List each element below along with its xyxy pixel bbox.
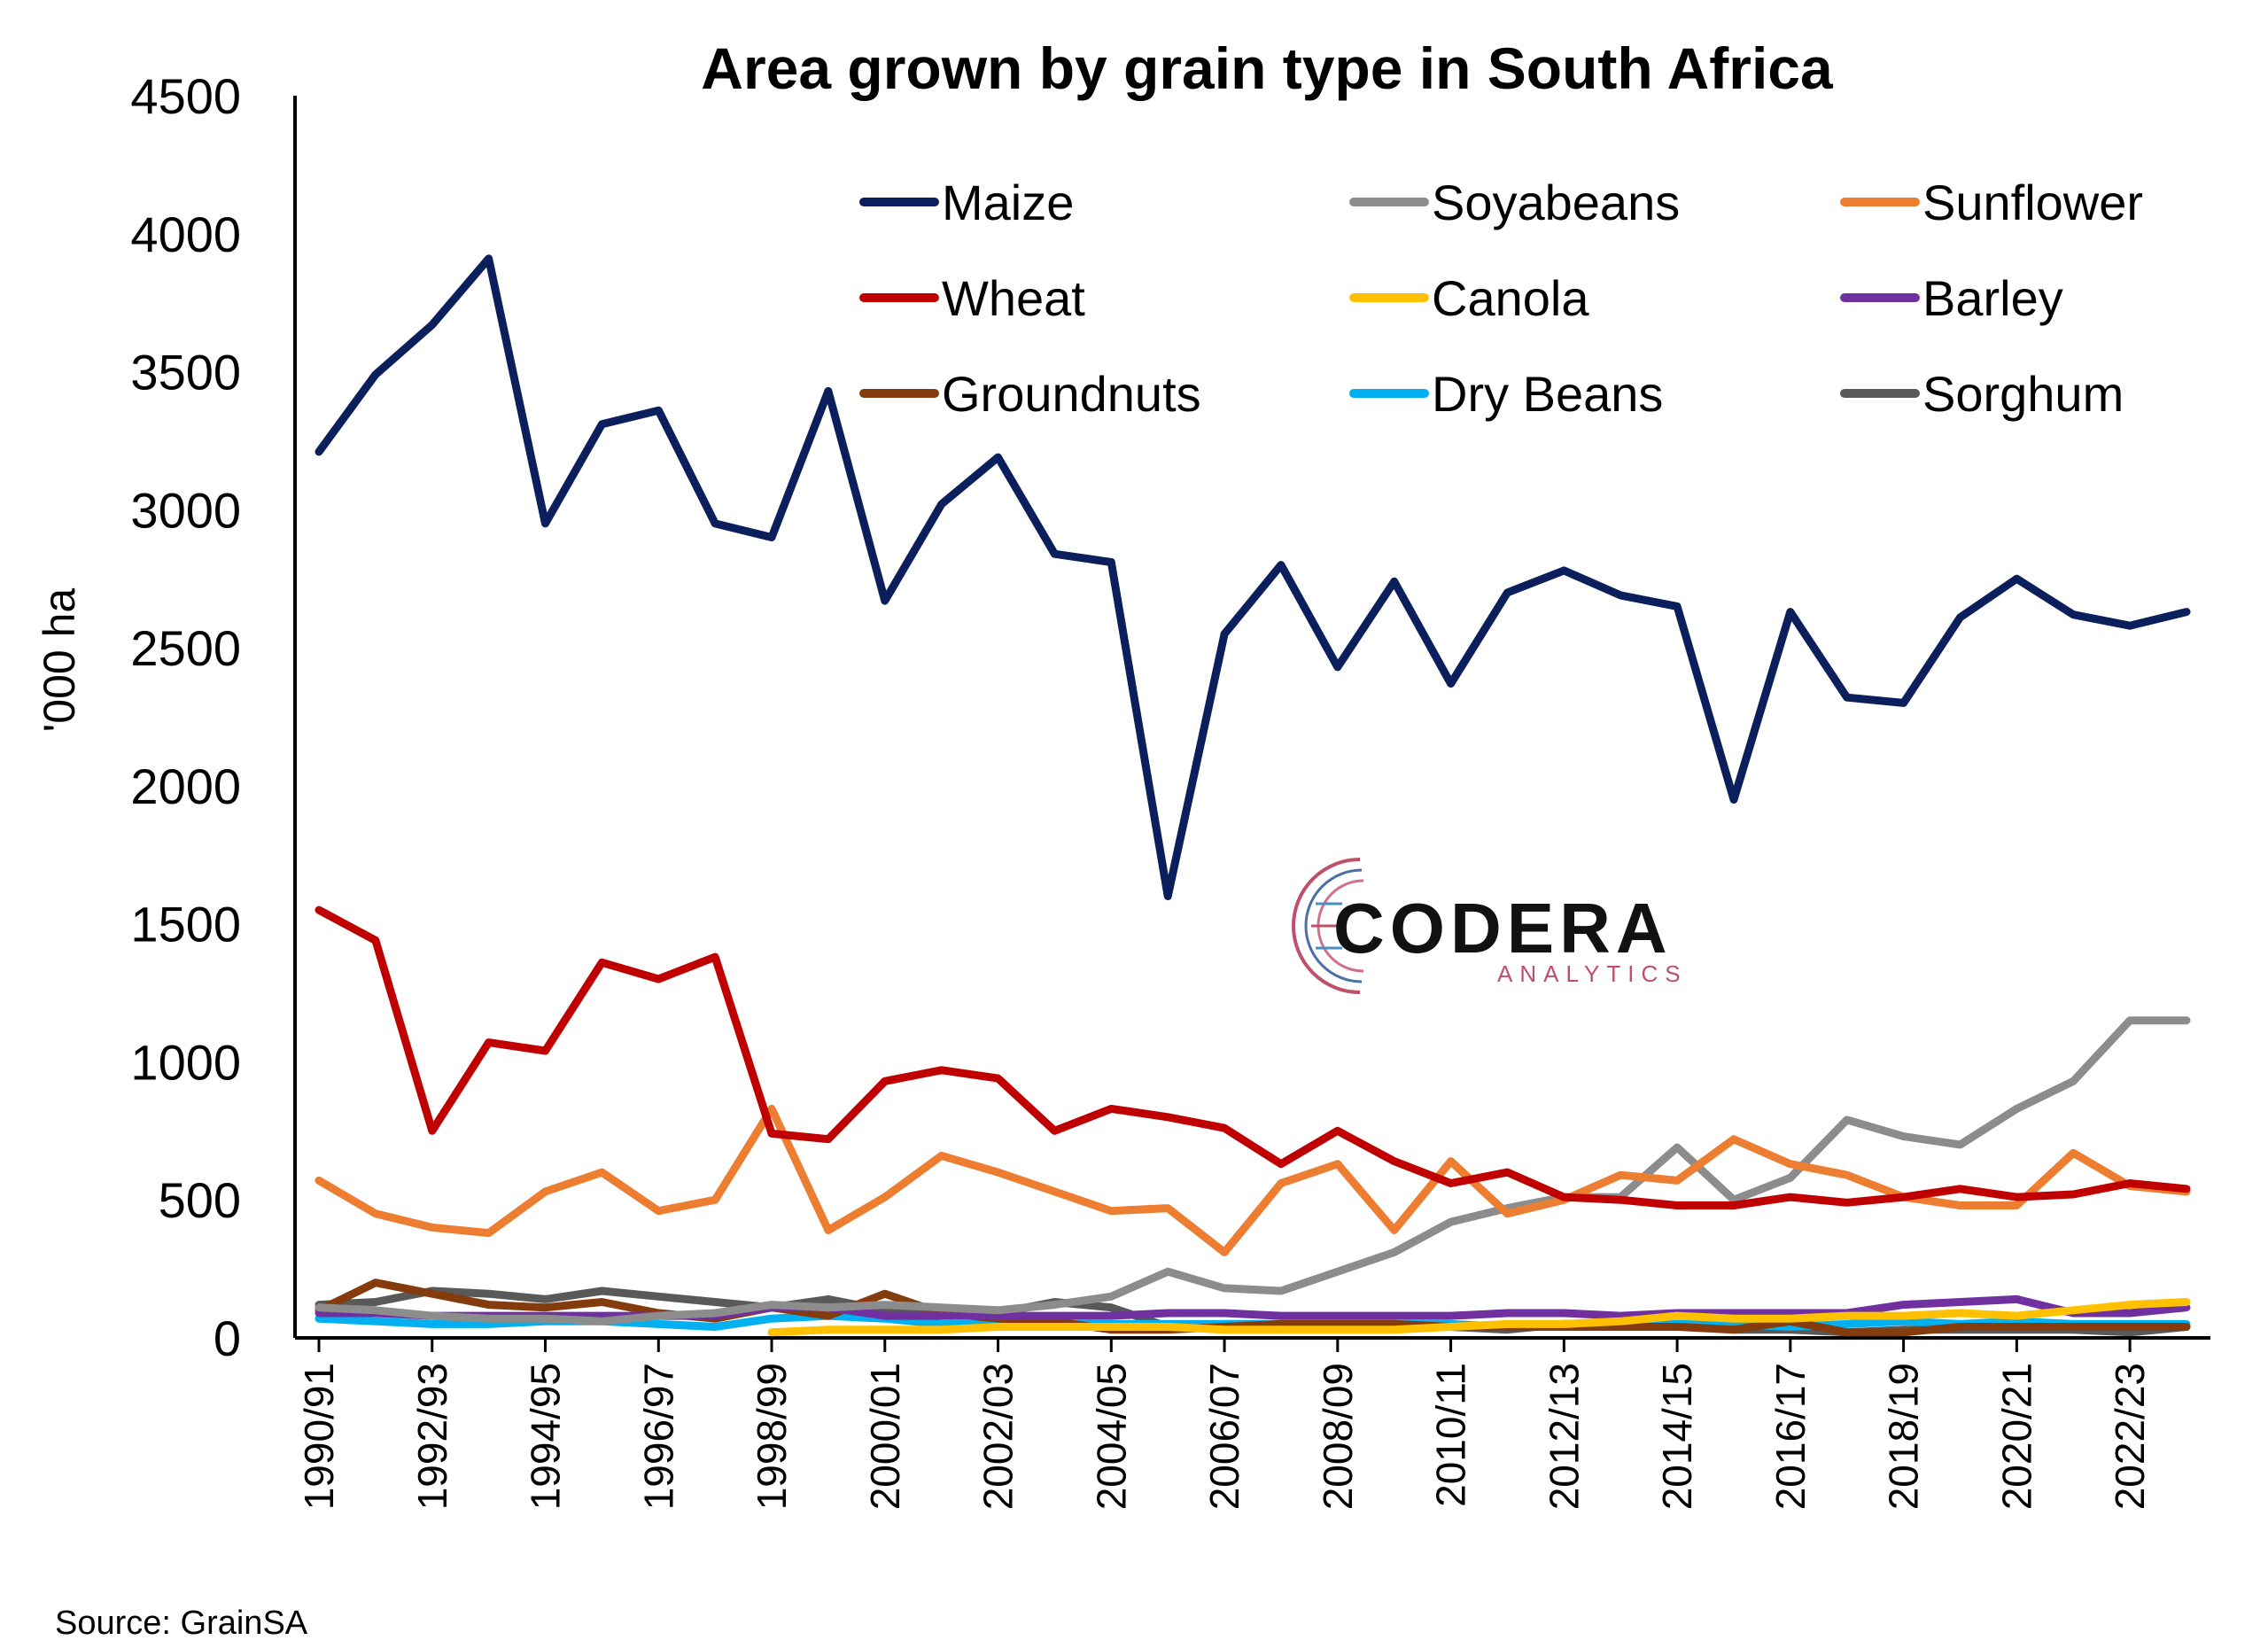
- legend-label: Soyabeans: [1432, 175, 1680, 230]
- x-tick-label: 1994/95: [523, 1363, 569, 1510]
- x-tick-label: 2010/11: [1428, 1363, 1474, 1507]
- y-tick-label: 0: [214, 1310, 241, 1366]
- logo-name: CODERA: [1333, 889, 1673, 968]
- y-tick-label: 3000: [130, 482, 241, 538]
- x-tick-label: 2014/15: [1654, 1363, 1700, 1510]
- logo-subtitle: ANALYTICS: [1497, 960, 1688, 987]
- legend-label: Groundnuts: [942, 366, 1201, 422]
- x-tick-label: 1998/99: [749, 1363, 795, 1510]
- x-tick-label: 2000/01: [862, 1363, 908, 1510]
- y-tick-label: 2000: [130, 758, 241, 814]
- legend: Maize Soyabeans Sunflower Wheat Canola Barley…: [859, 175, 2143, 422]
- legend-label: Canola: [1432, 270, 1589, 326]
- x-tick-label: 2004/05: [1088, 1363, 1134, 1510]
- legend-label: Wheat: [942, 270, 1085, 326]
- y-tick-label: 4500: [130, 68, 241, 124]
- logo-circle-icon: [1292, 858, 1364, 994]
- y-axis-ticks: 0 500 1000 1500 2000 2500 3000 3500 4000 4500: [130, 68, 241, 1366]
- y-tick-label: 4000: [130, 206, 241, 262]
- y-tick-label: 1000: [130, 1034, 241, 1090]
- x-tick-label: 2006/07: [1201, 1363, 1247, 1510]
- axes: [293, 96, 2210, 1340]
- x-tick-label: 1992/93: [409, 1363, 455, 1510]
- legend-label: Barley: [1922, 270, 2063, 326]
- series-lines: [315, 254, 2191, 1337]
- y-tick-label: 2500: [130, 620, 241, 676]
- y-tick-label: 500: [159, 1172, 241, 1228]
- x-tick-label: 2016/17: [1767, 1363, 1814, 1510]
- y-tick-label: 1500: [130, 897, 241, 952]
- series-line-soyabeans: [315, 1016, 2191, 1325]
- source-note: Source: GrainSA: [55, 1605, 308, 1642]
- series-line-canola: [767, 1298, 2191, 1337]
- chart-title: Area grown by grain type in South Africa: [701, 35, 1834, 101]
- x-tick-label: 1990/91: [296, 1363, 342, 1510]
- y-tick-label: 3500: [130, 345, 241, 400]
- series-line-sunflower: [315, 1104, 2191, 1256]
- x-tick-label: 2002/03: [975, 1363, 1021, 1510]
- series-line-wheat: [315, 906, 2191, 1209]
- x-tick-label: 2008/09: [1315, 1363, 1361, 1510]
- series-line-maize: [315, 254, 2191, 900]
- series-line-groundnuts: [315, 1279, 2191, 1337]
- x-tick-label: 2022/23: [2107, 1363, 2153, 1510]
- legend-label: Dry Beans: [1432, 366, 1663, 422]
- legend-label: Sorghum: [1922, 366, 2124, 422]
- x-axis-ticks: 1990/91 1992/93 1994/95 1996/97 1998/99 2000/…: [296, 1338, 2153, 1510]
- codera-logo: CODERA ANALYTICS: [1292, 858, 1688, 994]
- x-tick-label: 1996/97: [635, 1363, 681, 1510]
- legend-label: Maize: [942, 175, 1074, 230]
- x-tick-label: 2018/19: [1881, 1363, 1927, 1510]
- y-axis-label: '000 ha: [35, 588, 84, 733]
- x-tick-label: 2012/13: [1541, 1363, 1587, 1510]
- legend-label: Sunflower: [1922, 175, 2143, 230]
- x-tick-label: 2020/21: [1993, 1363, 2039, 1510]
